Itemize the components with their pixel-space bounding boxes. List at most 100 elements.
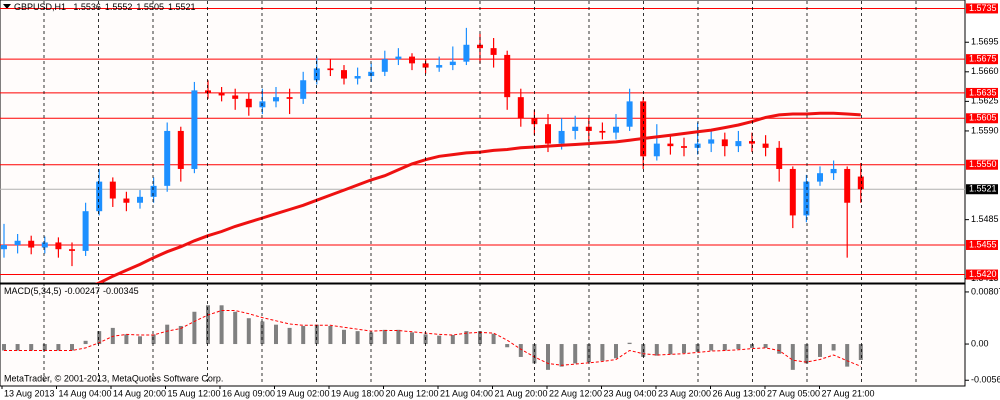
candle-body	[449, 61, 456, 66]
candle-body	[55, 242, 62, 250]
x-tick-label: 21 Aug 04:00	[440, 388, 493, 398]
macd-bar	[2, 344, 6, 351]
level-tag	[966, 159, 998, 170]
macd-bar	[450, 335, 455, 345]
macd-bar	[97, 331, 102, 345]
candle-body	[490, 48, 497, 55]
macd-pane	[0, 283, 966, 387]
macd-bar	[546, 344, 550, 370]
candle-body	[341, 70, 347, 79]
candle-body	[28, 240, 35, 248]
macd-bar	[695, 344, 700, 352]
candle-body	[327, 68, 334, 71]
macd-bar	[586, 344, 591, 363]
candle-body	[667, 143, 674, 147]
macd-bar	[233, 311, 238, 345]
x-tick-label: 27 Aug 05:00	[767, 388, 820, 398]
candle-body	[232, 95, 239, 99]
candle-body	[681, 146, 687, 148]
candle-body	[191, 90, 198, 169]
x-tick-label: 23 Aug 20:00	[658, 388, 711, 398]
x-tick-label: 19 Aug 18:00	[331, 388, 384, 398]
macd-bar	[505, 344, 510, 348]
macd-bar	[750, 344, 754, 348]
candle-body	[123, 198, 130, 203]
macd-bar	[165, 324, 170, 345]
macd-bar	[42, 344, 47, 351]
macd-bar	[600, 344, 605, 361]
candle-body	[286, 97, 293, 99]
macd-bar	[845, 344, 850, 367]
candle-body	[164, 130, 171, 186]
candle-body	[776, 147, 783, 169]
candle-body	[14, 240, 21, 245]
candle-body	[857, 176, 864, 190]
candle-body	[109, 181, 116, 199]
level-label: 1.5675	[969, 54, 997, 64]
candle-body	[477, 44, 483, 49]
macd-bar	[818, 344, 822, 357]
candle-body	[613, 126, 619, 133]
macd-bar	[206, 305, 210, 345]
level-tag	[966, 269, 998, 280]
candle-body	[436, 65, 443, 68]
candle-body	[830, 168, 837, 174]
level-tag	[966, 113, 998, 124]
main-plot	[0, 7, 965, 283]
macd-bar	[736, 344, 741, 350]
level-label: 1.5550	[969, 159, 997, 169]
macd-bar	[274, 324, 278, 345]
macd-bar	[192, 311, 197, 345]
macd-bar	[301, 325, 306, 345]
header-field: 1.5521	[168, 2, 196, 12]
y-tick-label: -0.00561	[971, 375, 1000, 385]
macd-bar	[790, 344, 795, 370]
header-field: 1.5505	[136, 2, 164, 12]
x-tick-label: 23 Aug 04:00	[604, 388, 657, 398]
macd-bar	[682, 344, 686, 354]
macd-bar	[777, 344, 782, 354]
current-price-label: 1.5521	[969, 184, 997, 194]
macd-bar	[627, 342, 632, 345]
candle-body	[82, 211, 89, 251]
candle-body	[205, 90, 211, 93]
macd-bar	[614, 344, 618, 359]
axes: 1.56951.56601.56251.55901.54851.54151.57…	[1, 3, 1000, 398]
macd-bar	[56, 344, 61, 351]
candle-body	[708, 139, 715, 144]
copyright: MetaTrader, © 2001-2013, MetaQuotes Soft…	[4, 373, 223, 383]
candle-body	[817, 173, 823, 182]
macd-bar	[138, 336, 142, 345]
candle-body	[422, 63, 429, 68]
macd-bar	[124, 334, 129, 345]
x-tick-label: 19 Aug 02:00	[277, 388, 330, 398]
x-tick-label: 13 Aug 2013	[4, 388, 55, 398]
header-field: GBPUSD,H1	[14, 2, 66, 12]
candle-body	[558, 130, 565, 144]
macd-bar	[29, 344, 34, 351]
candle-body	[381, 59, 388, 72]
level-label: 1.5635	[969, 87, 997, 97]
macd-bar	[804, 344, 809, 364]
candle-body	[245, 98, 252, 108]
macd-bar	[246, 318, 251, 345]
candle-body	[572, 126, 579, 131]
macd-label-field: MACD(5,34,5)	[4, 286, 62, 296]
candle-body	[762, 143, 769, 148]
candle-body	[803, 181, 810, 216]
macd-bar	[654, 344, 659, 356]
macd-bar	[491, 333, 496, 345]
candle-body	[653, 143, 660, 157]
x-tick-label: 14 Aug 04:00	[59, 388, 112, 398]
level-tag	[966, 54, 998, 65]
candle-body	[69, 249, 75, 251]
macd-label-field: -0.00247	[65, 286, 101, 296]
candle-body	[177, 130, 184, 169]
candle-body	[409, 56, 415, 64]
candle-body	[545, 124, 551, 144]
x-tick-label: 20 Aug 12:00	[386, 388, 439, 398]
y-tick-label: 1.5625	[971, 96, 999, 106]
y-tick-label: 1.5590	[971, 125, 999, 135]
level-label: 1.5455	[969, 239, 997, 249]
